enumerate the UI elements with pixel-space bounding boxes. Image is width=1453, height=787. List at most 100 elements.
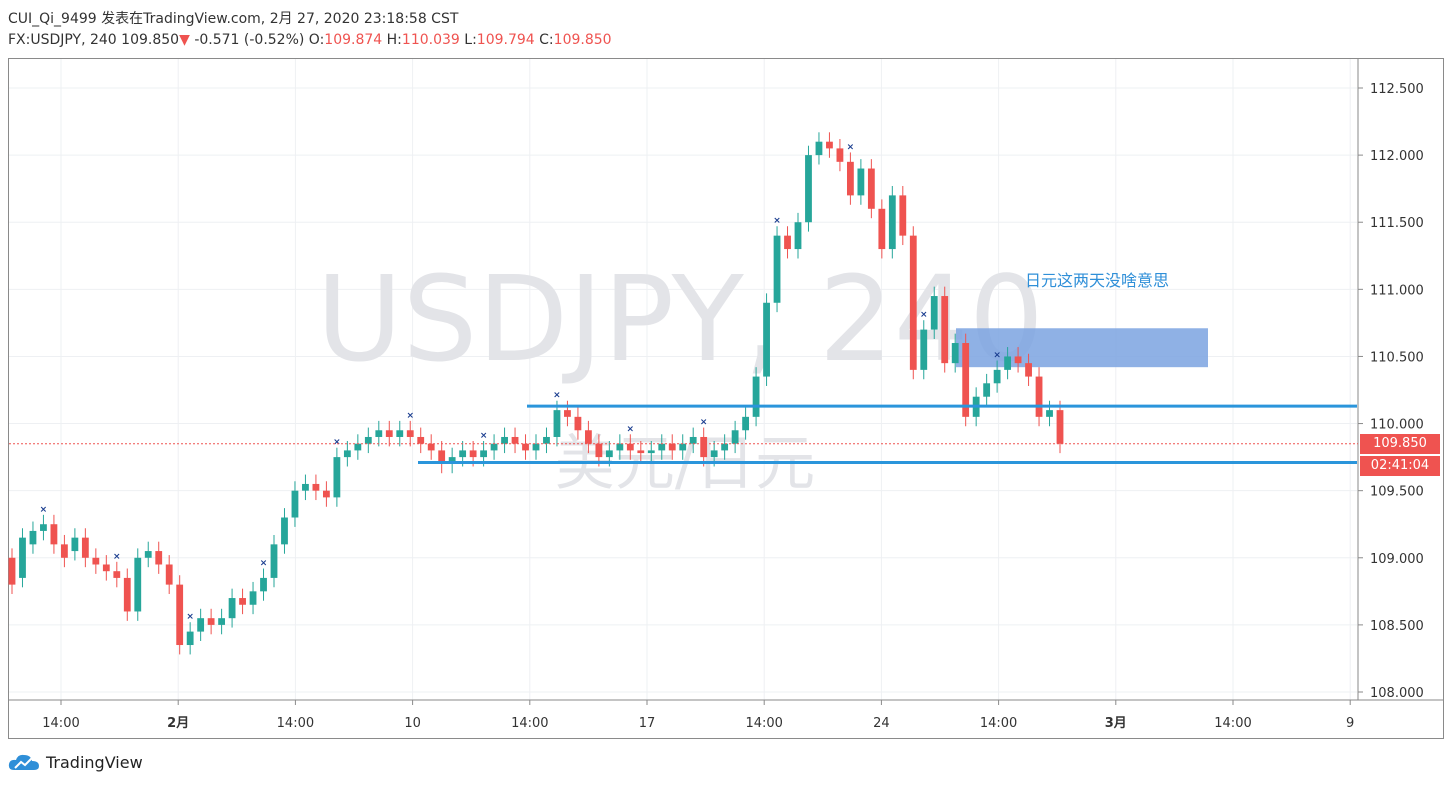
candle-body xyxy=(637,450,645,454)
candle-body xyxy=(616,443,624,451)
signal-marker: × xyxy=(113,552,121,562)
candle-body xyxy=(1014,356,1022,364)
time-tick-label: 14:00 xyxy=(745,716,782,731)
last-price: 109.850 xyxy=(121,32,180,48)
candle-body xyxy=(846,161,854,196)
candle-body xyxy=(805,155,812,223)
candle-body xyxy=(543,436,550,444)
candle-body xyxy=(197,618,205,632)
down-arrow-icon: ▼ xyxy=(179,32,190,48)
price-tick-label: 109.500 xyxy=(1370,485,1424,500)
high-label: H: xyxy=(386,32,402,48)
candle-body xyxy=(763,302,770,377)
ohlc-legend: FX:USDJPY, 240 109.850▼ -0.571 (-0.52%) … xyxy=(8,32,612,48)
candle-body xyxy=(626,443,634,451)
candle-body xyxy=(123,577,131,612)
time-tick-label: 14:00 xyxy=(42,716,79,731)
candle-body xyxy=(396,430,404,437)
candle-body xyxy=(333,457,341,498)
candle-body xyxy=(343,450,351,458)
candle-body xyxy=(459,450,467,458)
candle-body xyxy=(710,450,718,458)
candle-body xyxy=(92,557,100,565)
candle-body xyxy=(773,235,781,303)
candle-body xyxy=(679,443,687,451)
candle-body xyxy=(270,544,278,578)
tradingview-logo[interactable]: TradingView xyxy=(8,752,143,772)
price-axis-labels: 112.500 112.000 111.500 111.000 110.500 110.0… xyxy=(1358,82,1424,701)
candle-body xyxy=(375,430,383,437)
candle-body xyxy=(186,631,194,646)
price-tick-label: 108.500 xyxy=(1370,619,1424,634)
candle-body xyxy=(878,208,886,250)
candle-body xyxy=(207,618,215,625)
candle-body xyxy=(595,443,603,458)
publish-info: CUI_Qi_9499 发表在TradingView.com, 2月 27, 2… xyxy=(8,11,459,27)
candle-body xyxy=(522,443,529,451)
candle-body xyxy=(417,436,425,444)
time-tick-label: 17 xyxy=(639,716,656,731)
candle-body xyxy=(249,591,257,605)
price-tick-label: 110.000 xyxy=(1370,418,1424,433)
candle-body xyxy=(888,195,896,250)
candle-body xyxy=(1025,363,1032,377)
candle-body xyxy=(102,564,110,572)
signal-marker: × xyxy=(480,431,488,441)
candle-body xyxy=(501,436,508,444)
high-value: 110.039 xyxy=(401,32,460,48)
candle-body xyxy=(469,450,477,458)
candle-body xyxy=(1056,410,1064,444)
signal-marker: × xyxy=(773,216,781,226)
watermark-name: 美元/日元 xyxy=(555,429,815,499)
candle-body xyxy=(899,195,907,236)
symbol-label[interactable]: FX:USDJPY, 240 xyxy=(8,32,117,48)
candle-body xyxy=(962,343,970,417)
signal-marker: × xyxy=(406,411,414,421)
candle-body xyxy=(983,383,991,397)
signal-marker: × xyxy=(700,418,708,428)
signal-marker: × xyxy=(186,612,194,622)
candle-body xyxy=(176,584,184,646)
candle-body xyxy=(165,564,173,585)
close-label: C: xyxy=(539,32,554,48)
price-tick-label: 111.500 xyxy=(1370,216,1424,231)
candle-body xyxy=(239,598,246,605)
candle-body xyxy=(574,416,582,431)
candle-body xyxy=(113,571,121,578)
zone-layer xyxy=(956,328,1208,368)
candle-body xyxy=(647,450,655,454)
candle-body xyxy=(71,537,79,552)
candle-body xyxy=(752,376,760,417)
candle-body xyxy=(731,430,739,444)
candle-body xyxy=(668,443,676,451)
candle-body xyxy=(50,524,58,545)
candle-body xyxy=(867,168,875,209)
candle-body xyxy=(144,551,152,558)
time-tick-label: 24 xyxy=(873,716,890,731)
candle-body xyxy=(60,544,68,558)
low-value: 109.794 xyxy=(476,32,535,48)
candle-body xyxy=(909,235,917,370)
chart-frame[interactable] xyxy=(8,58,1444,739)
candle-body xyxy=(857,168,865,196)
candle-body xyxy=(951,343,959,364)
candle-body xyxy=(584,430,592,444)
candle-body xyxy=(689,436,697,444)
signal-marker: × xyxy=(627,424,635,434)
candle-body xyxy=(920,329,928,370)
candle-body xyxy=(302,483,309,491)
candle-body xyxy=(312,483,320,491)
candle-body xyxy=(511,436,519,444)
candle-body xyxy=(605,450,613,458)
candle-body xyxy=(1046,410,1053,417)
candle-body xyxy=(406,430,414,437)
brand-name: TradingView xyxy=(46,752,143,772)
candle-body xyxy=(448,457,456,464)
candle-body xyxy=(438,450,446,464)
time-tick-label: 2月 xyxy=(167,716,189,731)
candle-body xyxy=(794,222,802,250)
annotation-text[interactable]: 日元这两天没啥意思 xyxy=(1025,271,1169,290)
candle-body xyxy=(658,443,666,451)
signal-marker: × xyxy=(40,505,48,515)
